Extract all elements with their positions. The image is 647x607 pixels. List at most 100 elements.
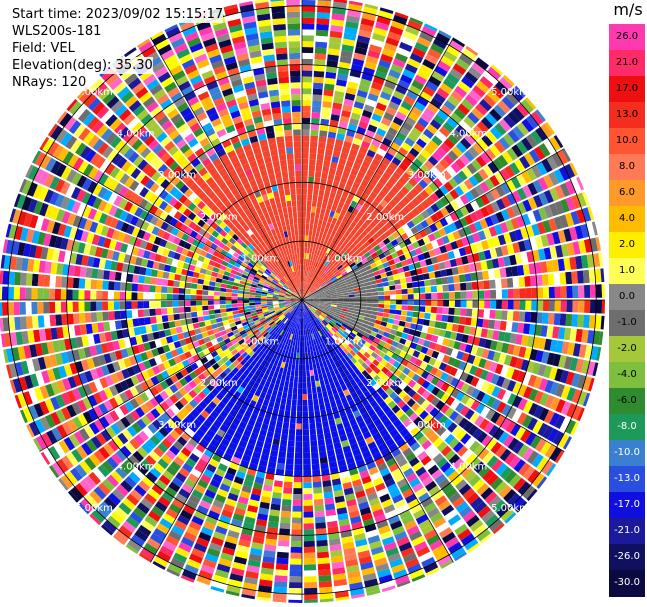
range-gate — [400, 315, 407, 322]
range-gate — [203, 279, 210, 286]
range-gate — [478, 358, 487, 369]
range-gate — [511, 107, 525, 121]
range-gate — [272, 300, 279, 302]
range-gate — [412, 336, 420, 344]
range-gate — [537, 177, 549, 191]
range-gate — [496, 401, 507, 414]
range-gate — [305, 291, 311, 296]
range-gate — [576, 374, 587, 389]
range-gate — [209, 276, 217, 282]
range-gate — [288, 381, 294, 388]
range-gate — [303, 282, 305, 289]
range-gate — [576, 209, 586, 224]
range-gate — [303, 258, 306, 265]
range-gate — [318, 290, 324, 294]
range-gate — [304, 599, 318, 603]
range-gate — [485, 191, 496, 203]
range-gate — [364, 154, 374, 164]
range-gate — [354, 176, 363, 185]
range-gate — [345, 21, 359, 30]
range-gate — [315, 276, 321, 282]
range-gate — [79, 266, 87, 278]
range-gate — [549, 246, 558, 259]
range-gate — [505, 219, 515, 232]
range-gate — [515, 334, 523, 345]
range-gate — [538, 407, 550, 422]
range-gate — [237, 306, 244, 311]
range-gate — [515, 357, 524, 370]
range-gate — [282, 493, 292, 500]
range-gate — [566, 403, 577, 418]
range-gate — [231, 296, 238, 300]
range-gate — [337, 301, 344, 304]
range-gate — [323, 252, 329, 260]
range-gate — [336, 79, 347, 87]
range-gate — [283, 481, 293, 488]
range-gate — [377, 96, 390, 106]
range-gate — [243, 291, 250, 295]
range-gate — [503, 332, 512, 343]
range-gate — [359, 326, 367, 332]
range-gate — [413, 261, 422, 269]
range-gate — [486, 329, 494, 339]
range-gate — [138, 317, 146, 326]
range-gate — [389, 345, 397, 353]
range-gate — [315, 268, 320, 275]
range-gate — [536, 274, 543, 286]
range-gate — [483, 94, 497, 108]
range-gate — [143, 301, 150, 309]
range-gate — [350, 276, 357, 281]
range-gate — [374, 70, 387, 80]
range-gate — [293, 494, 302, 500]
range-gate — [431, 166, 441, 177]
range-gate — [308, 170, 315, 177]
range-gate — [361, 248, 369, 255]
range-gate — [360, 306, 367, 310]
range-gate — [351, 264, 358, 271]
range-gate — [461, 334, 469, 343]
range-gate — [534, 324, 542, 336]
range-gate — [43, 315, 51, 328]
range-gate — [522, 199, 532, 212]
range-gate — [320, 281, 326, 286]
range-gate — [307, 298, 314, 300]
range-gate — [280, 439, 288, 447]
range-gate — [318, 279, 324, 285]
range-gate — [302, 170, 308, 177]
range-gate — [373, 133, 384, 143]
range-gate — [401, 332, 409, 340]
range-gate — [496, 300, 502, 309]
range-gate — [429, 278, 437, 286]
range-gate — [543, 205, 554, 219]
range-gate — [377, 329, 385, 336]
range-gate — [565, 212, 575, 227]
range-gate — [482, 270, 490, 280]
range-gate — [313, 498, 324, 506]
range-gate — [305, 235, 309, 242]
range-gate — [532, 420, 544, 434]
range-gate — [166, 286, 174, 294]
range-gate — [383, 290, 391, 296]
range-gate — [321, 273, 327, 279]
range-gate — [330, 275, 337, 281]
range-gate — [338, 316, 345, 322]
range-gate — [447, 339, 456, 348]
range-gate — [318, 445, 326, 452]
range-gate — [302, 135, 310, 142]
range-gate — [343, 297, 350, 300]
range-gate — [322, 285, 329, 290]
range-gate — [362, 274, 369, 280]
range-gate — [506, 310, 514, 321]
range-gate — [90, 290, 97, 300]
range-gate — [355, 41, 369, 50]
range-gate — [334, 175, 342, 183]
range-gate — [471, 107, 484, 120]
range-gate — [307, 346, 311, 353]
range-gate — [315, 230, 320, 238]
range-gate — [419, 293, 426, 300]
range-gate — [354, 258, 361, 265]
range-gate — [371, 158, 381, 167]
range-gate — [132, 274, 140, 283]
range-gate — [184, 288, 191, 295]
range-gate — [308, 265, 311, 272]
